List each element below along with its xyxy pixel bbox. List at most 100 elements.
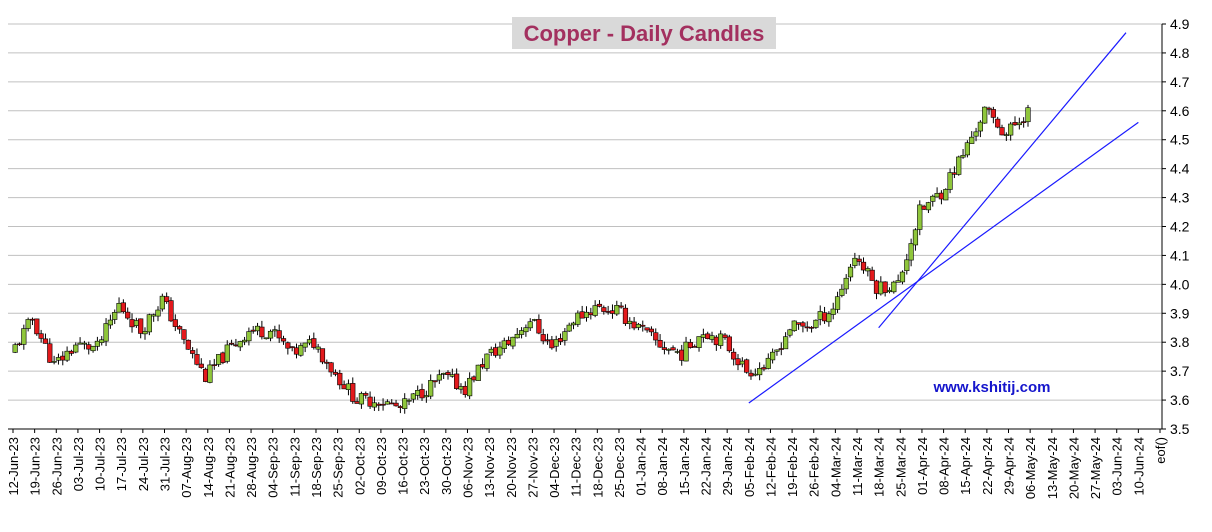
candle-body xyxy=(181,329,187,340)
x-tick-label: eof() xyxy=(1153,437,1168,464)
candle-body xyxy=(203,368,209,382)
x-tick-label: 08-Apr-24 xyxy=(937,437,952,495)
candle-body xyxy=(406,399,412,402)
candle-body xyxy=(713,336,719,346)
candle-body xyxy=(627,320,633,324)
candle-body xyxy=(609,310,616,314)
y-tick-label: 4.1 xyxy=(1170,247,1190,263)
x-tick-label: 04-Sep-23 xyxy=(266,437,281,498)
x-axis: 12-Jun-23 19-Jun-23 26-Jun-23 03-Jul-23 10-J… xyxy=(6,429,1168,499)
candle-body xyxy=(501,340,507,349)
candle-body xyxy=(328,362,334,373)
candle-body xyxy=(319,348,326,363)
candle-body xyxy=(259,326,265,338)
candle-body xyxy=(146,314,152,333)
candle-body xyxy=(601,307,607,312)
candle-body xyxy=(77,342,83,345)
x-tick-label: 06-May-24 xyxy=(1023,437,1038,499)
candle-body xyxy=(172,319,178,327)
candle-body xyxy=(324,361,330,364)
x-tick-label: 18-Mar-24 xyxy=(872,437,887,497)
candle-body xyxy=(891,281,897,293)
candle-body xyxy=(34,318,40,335)
y-tick-label: 4.0 xyxy=(1170,276,1190,292)
candle-body xyxy=(696,336,702,348)
candle-body xyxy=(198,363,204,368)
candle-body xyxy=(298,345,304,356)
x-tick-label: 25-Mar-24 xyxy=(893,437,908,497)
candle-body xyxy=(393,402,399,407)
x-tick-label: 12-Jun-23 xyxy=(6,437,21,496)
candle-body xyxy=(129,319,135,328)
watermark: www.kshitij.com xyxy=(933,379,1051,396)
candle-body xyxy=(263,337,269,340)
y-tick-label: 4.7 xyxy=(1170,74,1190,90)
candle-body xyxy=(190,350,196,354)
candle-body xyxy=(964,142,970,156)
candle-body xyxy=(125,311,131,319)
y-tick-label: 4.9 xyxy=(1170,16,1190,32)
candle-body xyxy=(770,351,776,361)
candle-body xyxy=(761,367,767,370)
x-tick-label: 31-Jul-23 xyxy=(157,437,172,491)
candle-body xyxy=(895,280,901,283)
candle-body xyxy=(575,312,581,325)
y-tick-label: 3.6 xyxy=(1170,392,1190,408)
y-tick-label: 4.3 xyxy=(1170,190,1190,206)
candle-body xyxy=(311,338,317,348)
candle-body xyxy=(808,327,815,329)
y-tick-label: 4.8 xyxy=(1170,45,1190,61)
candle-body xyxy=(791,320,797,332)
candle-body xyxy=(592,305,598,316)
candle-body xyxy=(813,319,819,328)
candle-body xyxy=(873,280,880,294)
y-tick-label: 4.4 xyxy=(1170,161,1190,177)
candle-body xyxy=(744,359,750,373)
candle-body xyxy=(289,346,295,348)
candle-body xyxy=(757,368,763,376)
candles-layer xyxy=(12,104,1031,414)
candle-body xyxy=(839,288,845,296)
x-tick-label: 27-Nov-23 xyxy=(525,437,540,498)
x-tick-label: 26-Jun-23 xyxy=(49,437,64,496)
candle-body xyxy=(168,300,174,322)
candle-body xyxy=(687,342,693,348)
x-tick-label: 14-Aug-23 xyxy=(201,437,216,498)
candle-body xyxy=(449,374,455,377)
candle-body xyxy=(653,332,659,341)
candle-body xyxy=(380,403,386,406)
candle-body xyxy=(783,336,789,350)
candle-body xyxy=(856,258,862,262)
candle-body xyxy=(553,339,559,347)
candle-body xyxy=(164,296,170,303)
x-tick-label: 15-Apr-24 xyxy=(958,437,973,495)
x-tick-label: 16-Oct-23 xyxy=(396,437,411,495)
candle-body xyxy=(228,343,235,345)
candle-body xyxy=(207,364,213,383)
candle-body xyxy=(986,107,992,110)
candle-body xyxy=(185,339,191,350)
x-tick-label: 28-Aug-23 xyxy=(244,437,259,498)
candle-body xyxy=(523,327,529,333)
candle-body xyxy=(566,324,572,332)
candle-body xyxy=(731,351,737,360)
x-tick-label: 09-Oct-23 xyxy=(374,437,389,495)
candle-body xyxy=(549,339,555,349)
candle-body xyxy=(562,331,568,341)
candle-body xyxy=(925,202,932,211)
candle-body xyxy=(133,320,139,326)
candle-body xyxy=(480,364,486,368)
candle-body xyxy=(107,319,113,326)
x-tick-label: 17-Jul-23 xyxy=(114,437,129,491)
candle-body xyxy=(280,338,287,342)
candle-body xyxy=(1012,122,1018,126)
candle-body xyxy=(661,347,668,350)
x-tick-label: 23-Oct-23 xyxy=(417,437,432,495)
candle-body xyxy=(899,271,906,283)
candle-body xyxy=(38,333,44,339)
candle-body xyxy=(367,396,373,407)
candle-body xyxy=(363,393,369,396)
candle-body xyxy=(267,330,274,339)
x-tick-label: 20-Nov-23 xyxy=(504,437,519,498)
